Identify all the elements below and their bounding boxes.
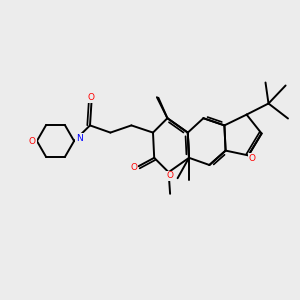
Text: O: O: [167, 171, 174, 180]
Text: O: O: [130, 163, 138, 172]
Text: O: O: [248, 154, 256, 163]
Text: N: N: [76, 134, 83, 143]
Text: O: O: [88, 93, 95, 102]
Text: O: O: [29, 136, 36, 146]
